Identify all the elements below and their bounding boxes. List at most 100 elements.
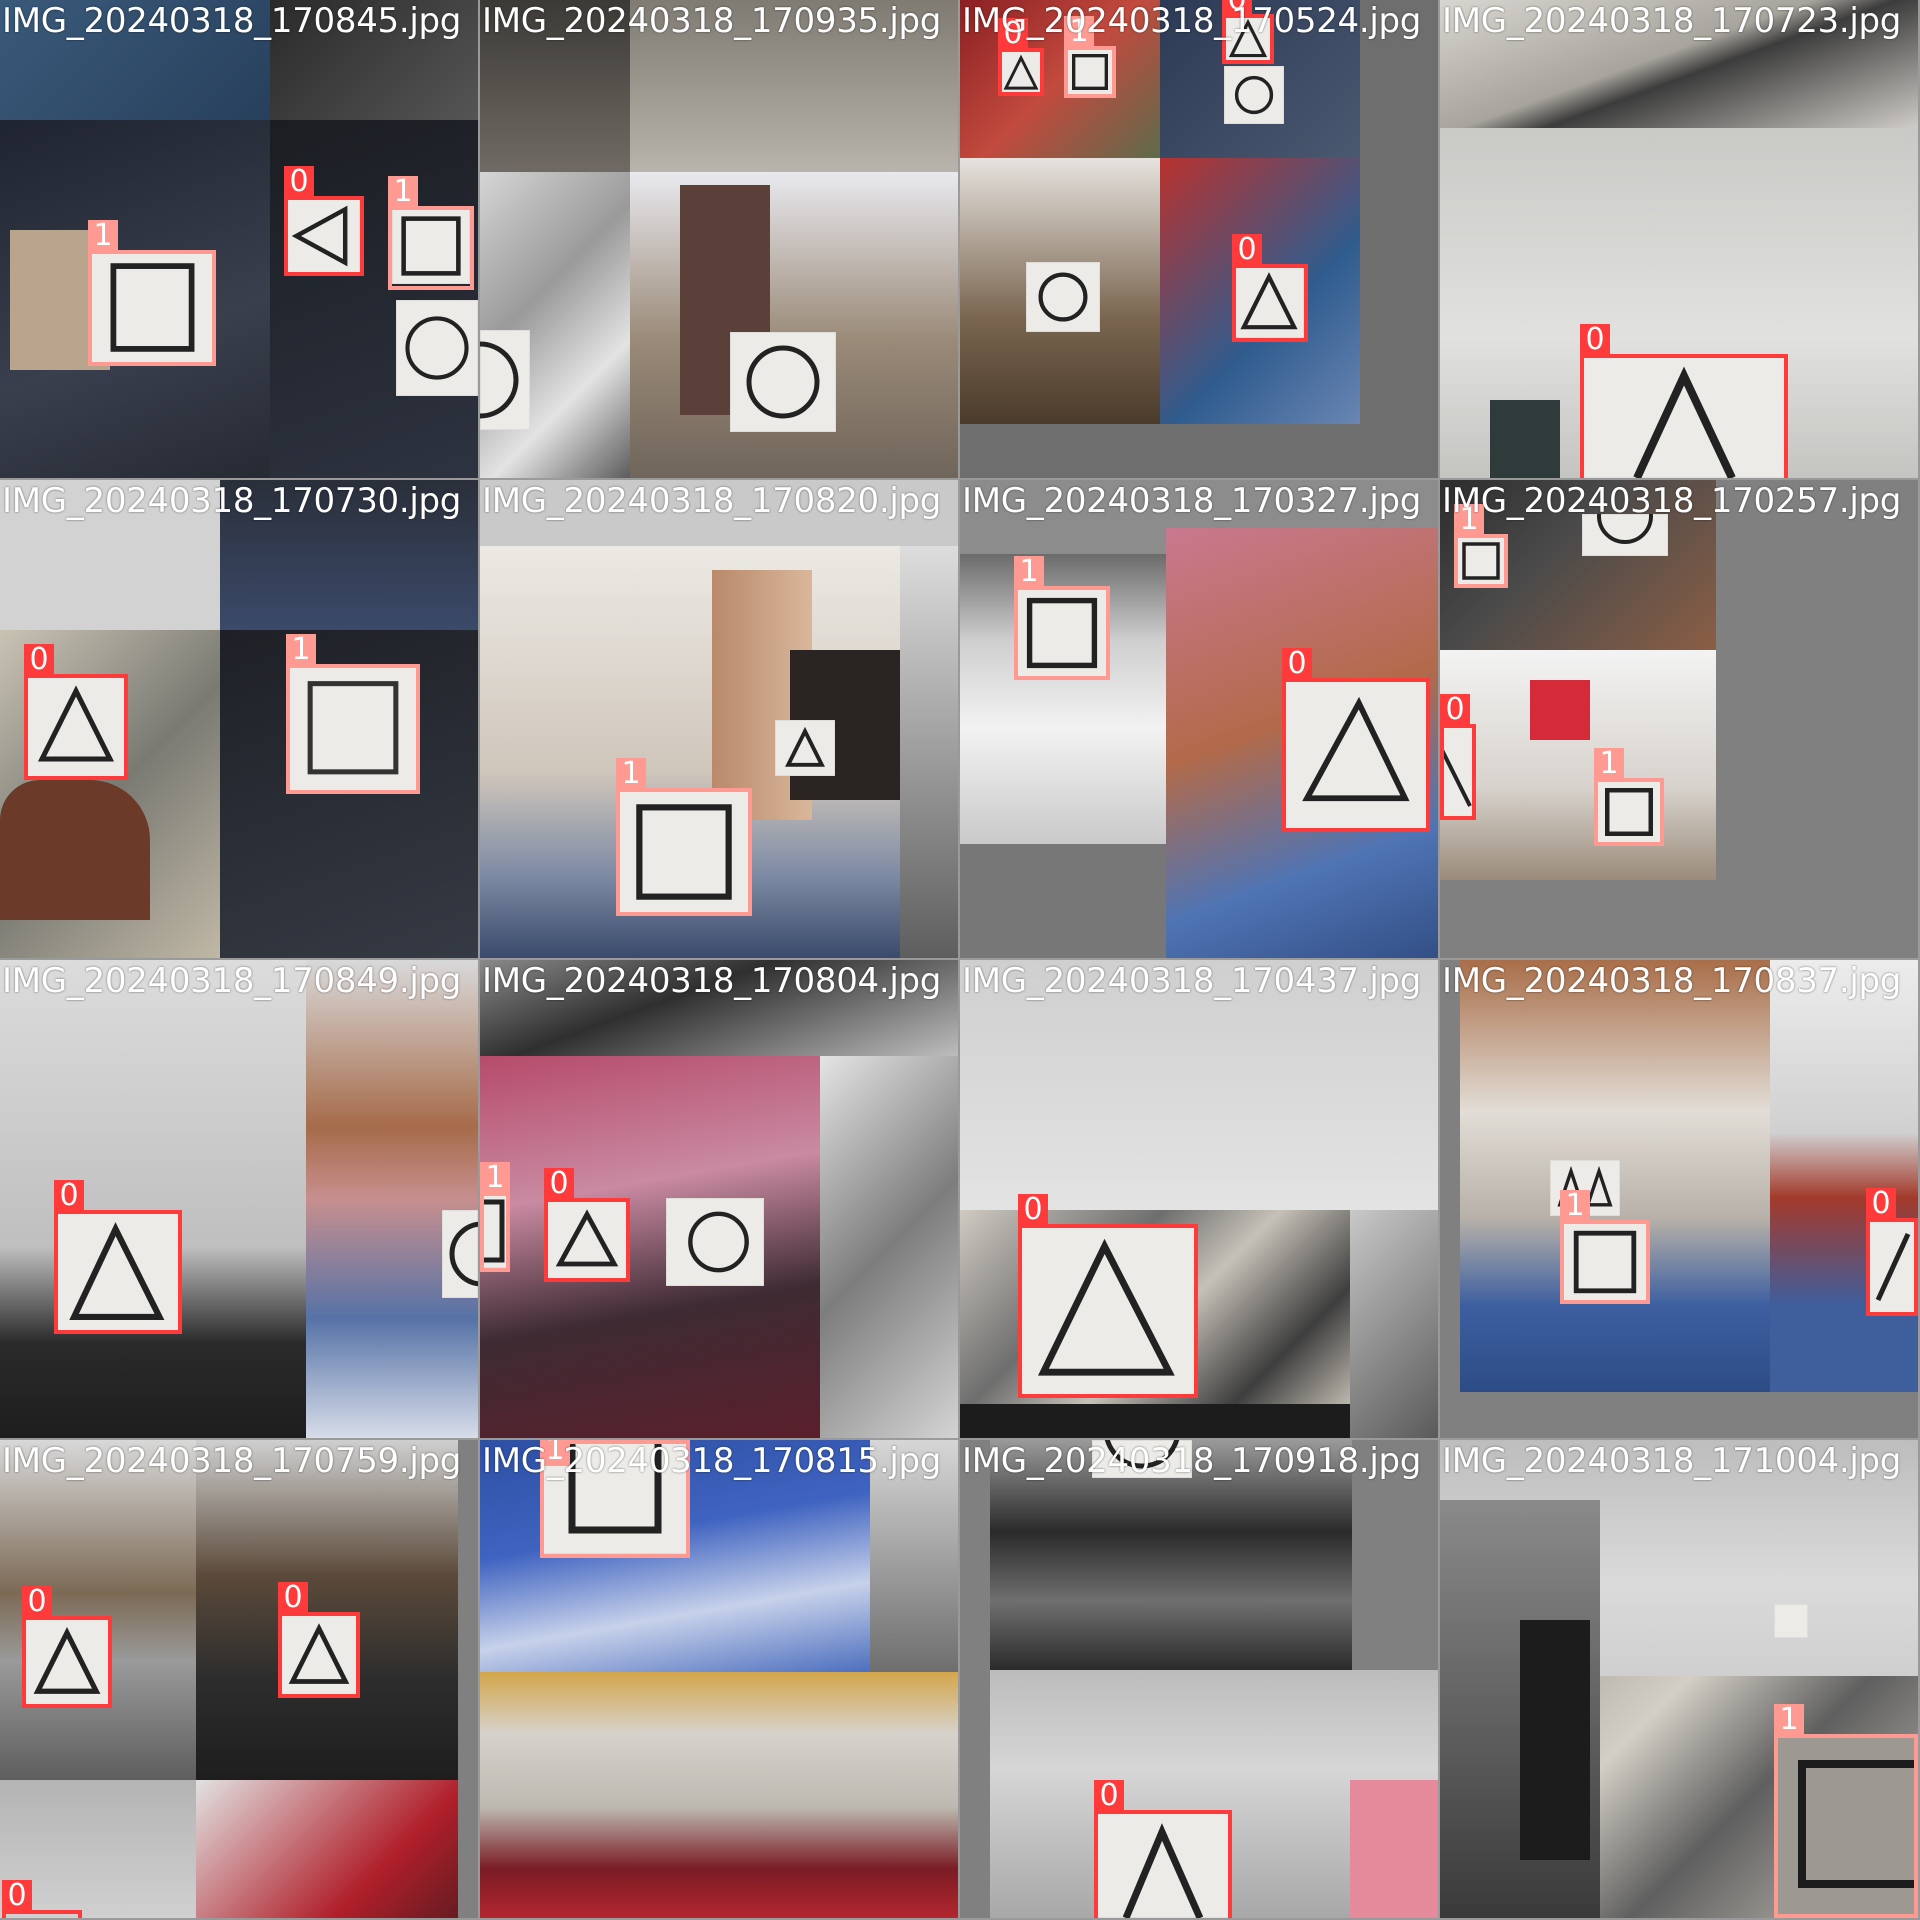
- image-filename: IMG_20240318_170837.jpg: [1442, 961, 1902, 1001]
- square-shape-card: [1066, 48, 1114, 96]
- photo-region: [1716, 480, 1918, 958]
- class-label: 0: [2, 1880, 32, 1912]
- square-shape-card: [1562, 1222, 1648, 1302]
- class-label: 0: [1018, 1194, 1048, 1226]
- class-label: 1: [1014, 556, 1044, 588]
- class-label: 0: [1440, 694, 1470, 726]
- circle-shape-card: [1026, 262, 1100, 332]
- photo-region: [0, 0, 270, 120]
- detection-box: 0: [22, 1586, 112, 1708]
- class-label: 1: [1594, 748, 1624, 780]
- photo-region: [0, 1780, 196, 1918]
- photo-region: [1350, 1210, 1438, 1438]
- class-label: 1: [1454, 504, 1484, 536]
- photo-region: [1770, 960, 1918, 1392]
- image-filename: IMG_20240318_170437.jpg: [962, 961, 1422, 1001]
- mosaic-tile: 1 0 IMG_20240318_170327.jpg: [960, 480, 1438, 958]
- triangle-shape-card: [1020, 1226, 1196, 1396]
- class-label: 1: [1064, 16, 1094, 48]
- detection-box: 0: [1866, 1188, 1918, 1316]
- square-shape-card: [288, 666, 418, 792]
- detection-box: 1: [1774, 1704, 1918, 1918]
- image-filename: IMG_20240318_170935.jpg: [482, 1, 942, 41]
- photo-region: [1350, 1780, 1438, 1918]
- class-label: 1: [388, 176, 418, 208]
- detection-box: 0: [278, 1582, 360, 1698]
- detection-box: 1: [1064, 16, 1116, 98]
- triangle-shape-card: [1096, 1812, 1230, 1918]
- circle-shape-card: [730, 332, 836, 432]
- photo-region: [900, 546, 958, 958]
- detection-box: 0: [1580, 324, 1788, 478]
- photo-region: [870, 1440, 958, 1672]
- detection-box: 1: [388, 176, 474, 290]
- photo-region: [990, 1440, 1352, 1670]
- triangle-shape-card: [24, 1618, 110, 1706]
- square-shape-card: [392, 208, 470, 284]
- class-label: 0: [284, 166, 314, 198]
- photo-region: [458, 1440, 478, 1918]
- class-label: 0: [1222, 0, 1252, 16]
- image-filename: IMG_20240318_170849.jpg: [2, 961, 462, 1001]
- photo-region: [630, 0, 958, 172]
- class-label: 0: [24, 644, 54, 676]
- detection-box: 0: [544, 1168, 630, 1282]
- circle-shape-card: [1092, 1440, 1192, 1478]
- photo-region: [196, 1440, 478, 1780]
- square-shape-card: [1776, 1736, 1918, 1918]
- detection-box: 0: [998, 18, 1044, 96]
- photo-region: [1520, 1620, 1590, 1860]
- photo-region: [1490, 400, 1560, 478]
- triangle-shape-card: [1440, 726, 1474, 818]
- class-label: 0: [22, 1586, 52, 1618]
- mosaic-tile: 1 0 IMG_20240318_170837.jpg: [1440, 960, 1918, 1438]
- photo-region: [1440, 0, 1918, 128]
- mosaic-tile: 1 IMG_20240318_171004.jpg: [1440, 1440, 1918, 1918]
- class-label: 1: [1774, 1704, 1804, 1736]
- triangle-shape-card: [1000, 50, 1042, 96]
- mosaic-tile: 1 0 IMG_20240318_170804.jpg: [480, 960, 958, 1438]
- photo-region: [196, 1780, 478, 1918]
- mosaic-tile: 0 1 0 0 IMG_20240318_170524.jpg: [960, 0, 1438, 478]
- class-label: 1: [540, 1440, 570, 1466]
- detection-box: 0: [24, 644, 128, 780]
- class-label: 0: [1232, 234, 1262, 266]
- image-filename: IMG_20240318_170815.jpg: [482, 1441, 942, 1481]
- photo-region: [820, 1056, 958, 1438]
- mosaic-tile: 0 IMG_20240318_170723.jpg: [1440, 0, 1918, 478]
- class-label: 0: [1580, 324, 1610, 356]
- class-label: 1: [286, 634, 316, 666]
- triangle-shape-card: [1582, 356, 1786, 478]
- detection-box: 0: [284, 166, 364, 276]
- class-label: 1: [1560, 1190, 1590, 1222]
- triangle-shape-card: [1224, 16, 1272, 62]
- detection-box: 0: [1282, 648, 1430, 832]
- detection-box: 1: [88, 220, 216, 366]
- photo-region: [0, 780, 150, 920]
- triangle-shape-card: [1868, 1220, 1918, 1314]
- triangle-shape-card: [1234, 266, 1304, 338]
- photo-region: [480, 960, 958, 1056]
- mosaic-tile: 1 IMG_20240318_170815.jpg: [480, 1440, 958, 1918]
- image-filename: IMG_20240318_170327.jpg: [962, 481, 1422, 521]
- detection-box: 1: [1454, 504, 1508, 588]
- image-filename: IMG_20240318_170845.jpg: [2, 1, 462, 41]
- mosaic-tile: 1 0 1 IMG_20240318_170845.jpg: [0, 0, 478, 478]
- detection-box: 0: [1018, 1194, 1198, 1398]
- triangle-shape-card: [1284, 680, 1428, 830]
- photo-region: [480, 0, 630, 172]
- detection-box: 0: [2, 1880, 82, 1918]
- detection-box: 0: [1232, 234, 1308, 342]
- image-filename: IMG_20240318_171004.jpg: [1442, 1441, 1902, 1481]
- mosaic-tile: 1 IMG_20240318_170820.jpg: [480, 480, 958, 958]
- mosaic-tile: 0 IMG_20240318_170918.jpg: [960, 1440, 1438, 1918]
- photo-region: [0, 480, 220, 630]
- detection-box: 1: [480, 1162, 510, 1272]
- photo-region: [480, 1056, 820, 1438]
- triangle-shape-card: [286, 198, 360, 274]
- image-filename: IMG_20240318_170723.jpg: [1442, 1, 1902, 41]
- class-label: 1: [88, 220, 118, 252]
- square-shape-card: [618, 790, 750, 914]
- image-filename: IMG_20240318_170759.jpg: [2, 1441, 462, 1481]
